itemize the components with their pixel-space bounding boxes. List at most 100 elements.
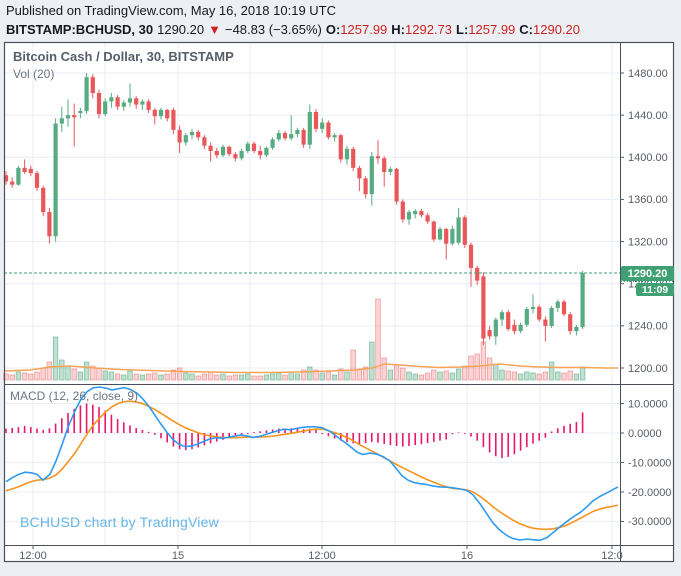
candle-body: [171, 109, 176, 130]
macd-histogram-bar: [575, 422, 578, 433]
symbol-label[interactable]: BITSTAMP:BCHUSD, 30: [6, 22, 154, 37]
volume-indicator-label[interactable]: Vol (20): [13, 67, 55, 81]
candle-body: [121, 102, 126, 107]
volume-bar: [83, 361, 90, 381]
candle-body: [518, 324, 523, 332]
candle-body: [375, 156, 381, 159]
open-value: 1257.99: [340, 22, 388, 37]
macd-histogram-bar: [414, 433, 416, 446]
macd-histogram-bar: [464, 433, 466, 434]
open-label: O:: [325, 22, 341, 37]
macd-histogram-bar: [395, 433, 398, 446]
volume-bar: [152, 372, 158, 381]
candle-body: [524, 309, 529, 325]
volume-bar: [183, 372, 189, 381]
volume-bar: [375, 298, 381, 381]
candle-body: [450, 228, 455, 244]
candle-body: [251, 143, 257, 151]
macd-histogram-bar: [451, 433, 454, 435]
macd-histogram-bar: [544, 433, 547, 438]
volume-bar: [170, 369, 177, 381]
high-value: 1292.73: [405, 22, 453, 37]
macd-histogram-bar: [85, 403, 88, 433]
volume-bar: [15, 371, 22, 381]
candle-body: [78, 110, 83, 114]
macd-histogram-bar: [154, 433, 156, 435]
candle-body: [394, 168, 399, 202]
volume-bar: [567, 370, 573, 381]
macd-histogram-bar: [532, 433, 534, 444]
volume-bar: [530, 372, 536, 381]
macd-histogram-bar: [265, 430, 268, 433]
candle-body: [72, 115, 77, 118]
candle-body: [431, 221, 436, 240]
volume-bar: [356, 368, 363, 381]
macd-histogram-bar: [141, 430, 144, 433]
volume-bar: [400, 367, 406, 381]
candle-body: [357, 167, 362, 179]
macd-histogram-bar: [557, 428, 559, 433]
candle-body: [208, 145, 213, 151]
macd-histogram-bar: [327, 433, 330, 437]
candle-body: [487, 330, 492, 337]
macd-histogram-bar: [271, 429, 274, 433]
macd-histogram-bar: [259, 431, 261, 433]
macd-indicator-label[interactable]: MACD (12, 26, close, 9): [10, 389, 139, 403]
macd-histogram-bar: [296, 427, 299, 433]
macd-histogram-bar: [352, 433, 354, 444]
chart-frame: [3, 41, 675, 563]
candle-body: [580, 273, 585, 327]
macd-histogram-bar: [135, 427, 137, 433]
macd-histogram-bar: [5, 428, 7, 433]
macd-histogram-bar: [488, 433, 491, 453]
volume-bar: [158, 374, 164, 381]
candle-body: [301, 129, 306, 145]
volume-bar: [28, 373, 34, 381]
volume-bar: [59, 359, 65, 381]
candle-body: [16, 167, 21, 185]
candle-body: [196, 132, 201, 138]
close-value: 1290.20: [533, 22, 581, 37]
macd-histogram-bar: [519, 433, 522, 451]
macd-histogram-bar: [433, 433, 435, 442]
candle-body: [537, 306, 542, 320]
volume-bar: [3, 373, 9, 381]
candle-body: [574, 326, 579, 332]
macd-histogram-bar: [197, 433, 199, 448]
macd-histogram-bar: [92, 404, 94, 433]
macd-histogram-bar: [110, 414, 113, 433]
candle-body: [369, 156, 374, 195]
candle-body: [388, 168, 393, 173]
macd-histogram-bar: [191, 433, 193, 450]
macd-histogram-bar: [309, 428, 311, 433]
macd-histogram-bar: [569, 423, 571, 433]
candle-body: [270, 139, 275, 148]
macd-histogram-bar: [234, 433, 237, 437]
macd-histogram-bar: [290, 428, 292, 433]
candle-body: [109, 97, 114, 102]
volume-bar: [189, 373, 195, 381]
macd-histogram-bar: [501, 433, 503, 459]
macd-histogram-bar: [61, 418, 63, 433]
macd-histogram-bar: [253, 432, 255, 433]
candle-body: [468, 244, 474, 268]
macd-histogram-bar: [147, 431, 150, 433]
volume-bar: [325, 371, 332, 381]
candle-body: [344, 148, 350, 160]
volume-bar: [424, 372, 431, 381]
volume-bar: [579, 366, 586, 381]
candle-body: [400, 201, 405, 220]
macd-histogram-bar: [389, 433, 392, 446]
candle-body: [437, 228, 443, 240]
chart-title[interactable]: Bitcoin Cash / Dollar, 30, BITSTAMP: [13, 49, 234, 64]
volume-bar: [561, 372, 567, 381]
low-value: 1257.99: [468, 22, 516, 37]
macd-tick-label: -30.0000: [628, 516, 671, 528]
volume-bar: [455, 368, 462, 381]
candle-body: [493, 319, 498, 337]
volume-bar: [524, 371, 530, 381]
macd-histogram-bar: [73, 408, 75, 433]
volume-bar: [288, 371, 294, 381]
candle-body: [543, 319, 548, 326]
